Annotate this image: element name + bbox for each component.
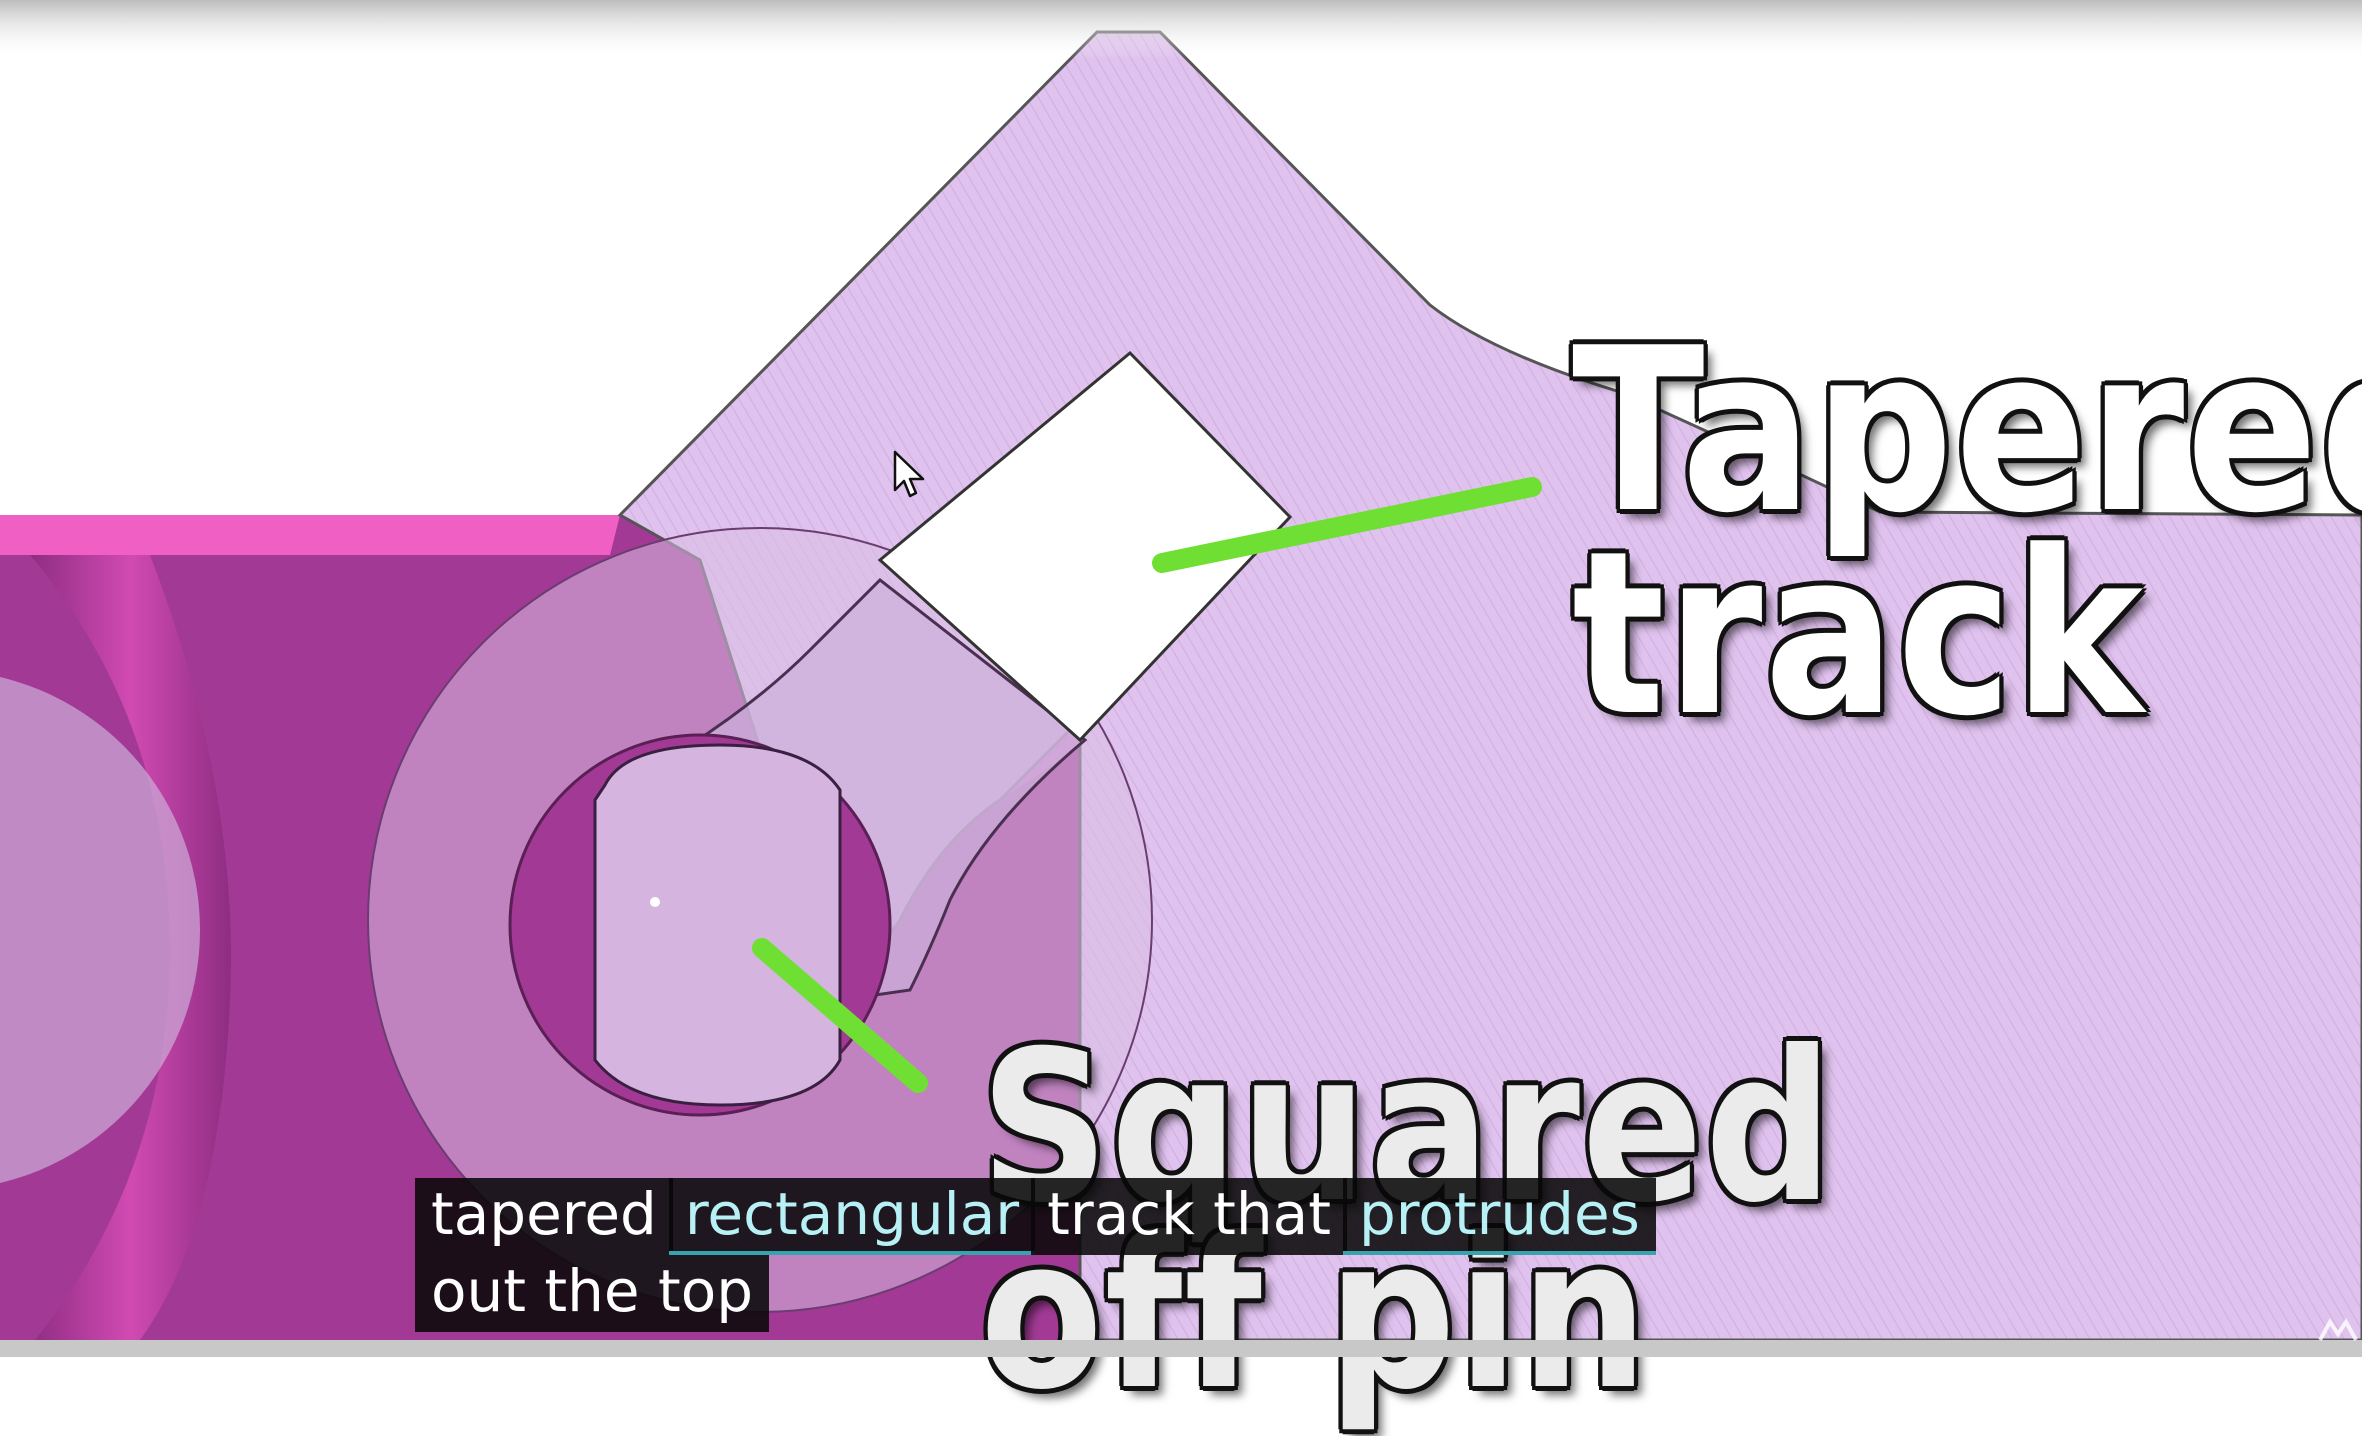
player-brand-icon xyxy=(2318,1318,2358,1341)
closed-captions: tapered rectangular track that protrudes ou… xyxy=(415,1178,1656,1332)
pointer-line-track xyxy=(1152,477,1542,573)
left-disk xyxy=(0,677,200,1183)
caption-line-2: out the top xyxy=(415,1255,1652,1332)
pin-marker xyxy=(650,897,660,907)
top-shade xyxy=(0,0,2362,60)
tapered-track-callout: Tapered track xyxy=(1572,319,2362,748)
magenta-top-highlight xyxy=(0,515,620,555)
caption-word: track that xyxy=(1031,1178,1347,1255)
video-progress-bar[interactable] xyxy=(0,1340,2362,1357)
magenta-left-rim xyxy=(30,555,231,1340)
caption-word: tapered xyxy=(415,1178,673,1255)
caption-word-highlighted: protrudes xyxy=(1342,1178,1656,1255)
caption-line-1: tapered rectangular track that protrudes xyxy=(415,1178,1656,1255)
tapered-track-callout-line1: Tapered xyxy=(1572,300,2362,563)
caption-word: out the top xyxy=(415,1255,770,1332)
caption-word-highlighted: rectangular xyxy=(668,1178,1036,1255)
tapered-track-callout-line2: track xyxy=(1572,503,2145,767)
pointer-line-pin xyxy=(752,938,928,1093)
cad-diagram xyxy=(0,0,2362,1342)
tapered-track xyxy=(877,350,1293,743)
mouse-pointer-icon xyxy=(893,450,925,498)
squared-pin xyxy=(593,743,842,1107)
